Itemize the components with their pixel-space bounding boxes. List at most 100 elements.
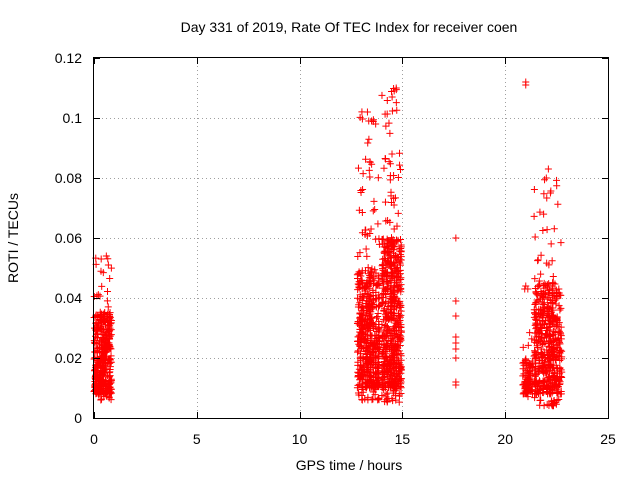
data-point <box>104 345 112 353</box>
data-point <box>531 233 539 241</box>
data-point <box>388 316 396 324</box>
data-point <box>397 241 405 249</box>
data-point <box>533 333 541 341</box>
data-point <box>540 190 548 198</box>
data-point <box>359 353 367 361</box>
data-point <box>367 384 375 392</box>
data-point <box>383 268 391 276</box>
data-point <box>391 317 399 325</box>
data-point <box>355 365 363 373</box>
data-point <box>359 170 367 178</box>
data-point <box>374 174 382 182</box>
data-point <box>395 398 403 406</box>
data-point <box>378 376 386 384</box>
data-point <box>539 227 547 235</box>
data-point <box>393 360 401 368</box>
data-point <box>368 160 376 168</box>
data-point <box>390 272 398 280</box>
data-point <box>366 377 374 385</box>
data-point <box>354 252 362 260</box>
data-point <box>359 186 367 194</box>
data-point <box>396 149 404 157</box>
data-point <box>372 269 380 277</box>
data-point <box>554 334 562 342</box>
data-point <box>452 381 460 389</box>
data-point <box>540 369 548 377</box>
data-point <box>549 284 557 292</box>
y-tick-labels: 0 0.02 0.04 0.06 0.08 0.1 0.12 <box>55 50 82 426</box>
data-point <box>358 311 366 319</box>
data-point <box>95 325 103 333</box>
data-point <box>389 349 397 357</box>
data-point <box>393 273 401 281</box>
data-point <box>99 310 107 318</box>
data-point <box>391 351 399 359</box>
data-point <box>370 348 378 356</box>
data-point <box>520 370 528 378</box>
data-point <box>397 336 405 344</box>
data-point <box>363 108 371 116</box>
data-point <box>100 355 108 363</box>
data-point <box>551 280 559 288</box>
data-point <box>531 394 539 402</box>
data-point <box>539 293 547 301</box>
data-point <box>104 303 112 311</box>
data-point <box>550 396 558 404</box>
data-point <box>546 367 554 375</box>
data-point <box>107 264 115 272</box>
data-point <box>91 354 99 362</box>
data-point <box>356 362 364 370</box>
data-point <box>365 166 373 174</box>
data-point <box>536 401 544 409</box>
data-point <box>556 349 564 357</box>
data-point <box>452 234 460 242</box>
data-point <box>378 91 386 99</box>
data-point <box>380 305 388 313</box>
data-point <box>531 378 539 386</box>
data-point <box>390 225 398 233</box>
data-point <box>380 344 388 352</box>
data-point <box>373 382 381 390</box>
data-point <box>90 355 98 363</box>
data-point <box>533 290 541 298</box>
data-point <box>380 249 388 257</box>
data-point <box>379 265 387 273</box>
data-point <box>388 394 396 402</box>
data-point <box>354 270 362 278</box>
data-point <box>397 327 405 335</box>
data-point <box>543 259 551 267</box>
data-point <box>539 294 547 302</box>
data-point <box>540 210 548 218</box>
data-point <box>359 302 367 310</box>
data-point <box>362 302 370 310</box>
y-tick-label: 0 <box>74 410 82 426</box>
data-point <box>107 319 115 327</box>
data-point <box>105 372 113 380</box>
data-point <box>541 320 549 328</box>
data-point <box>396 259 404 267</box>
data-point <box>542 363 550 371</box>
data-point <box>370 296 378 304</box>
data-point <box>383 396 391 404</box>
data-point <box>391 364 399 372</box>
data-point <box>538 365 546 373</box>
data-point <box>91 340 99 348</box>
data-point <box>374 295 382 303</box>
data-point <box>370 359 378 367</box>
data-point <box>100 362 108 370</box>
data-point <box>382 243 390 251</box>
data-point <box>543 194 551 202</box>
data-point <box>537 396 545 404</box>
x-tick-label: 25 <box>600 431 616 447</box>
data-point <box>386 129 394 137</box>
data-point <box>544 367 552 375</box>
data-point <box>94 291 102 299</box>
data-point <box>384 280 392 288</box>
data-point <box>550 364 558 372</box>
data-point <box>452 339 460 347</box>
data-point <box>395 267 403 275</box>
data-point <box>106 363 114 371</box>
data-point <box>524 386 532 394</box>
